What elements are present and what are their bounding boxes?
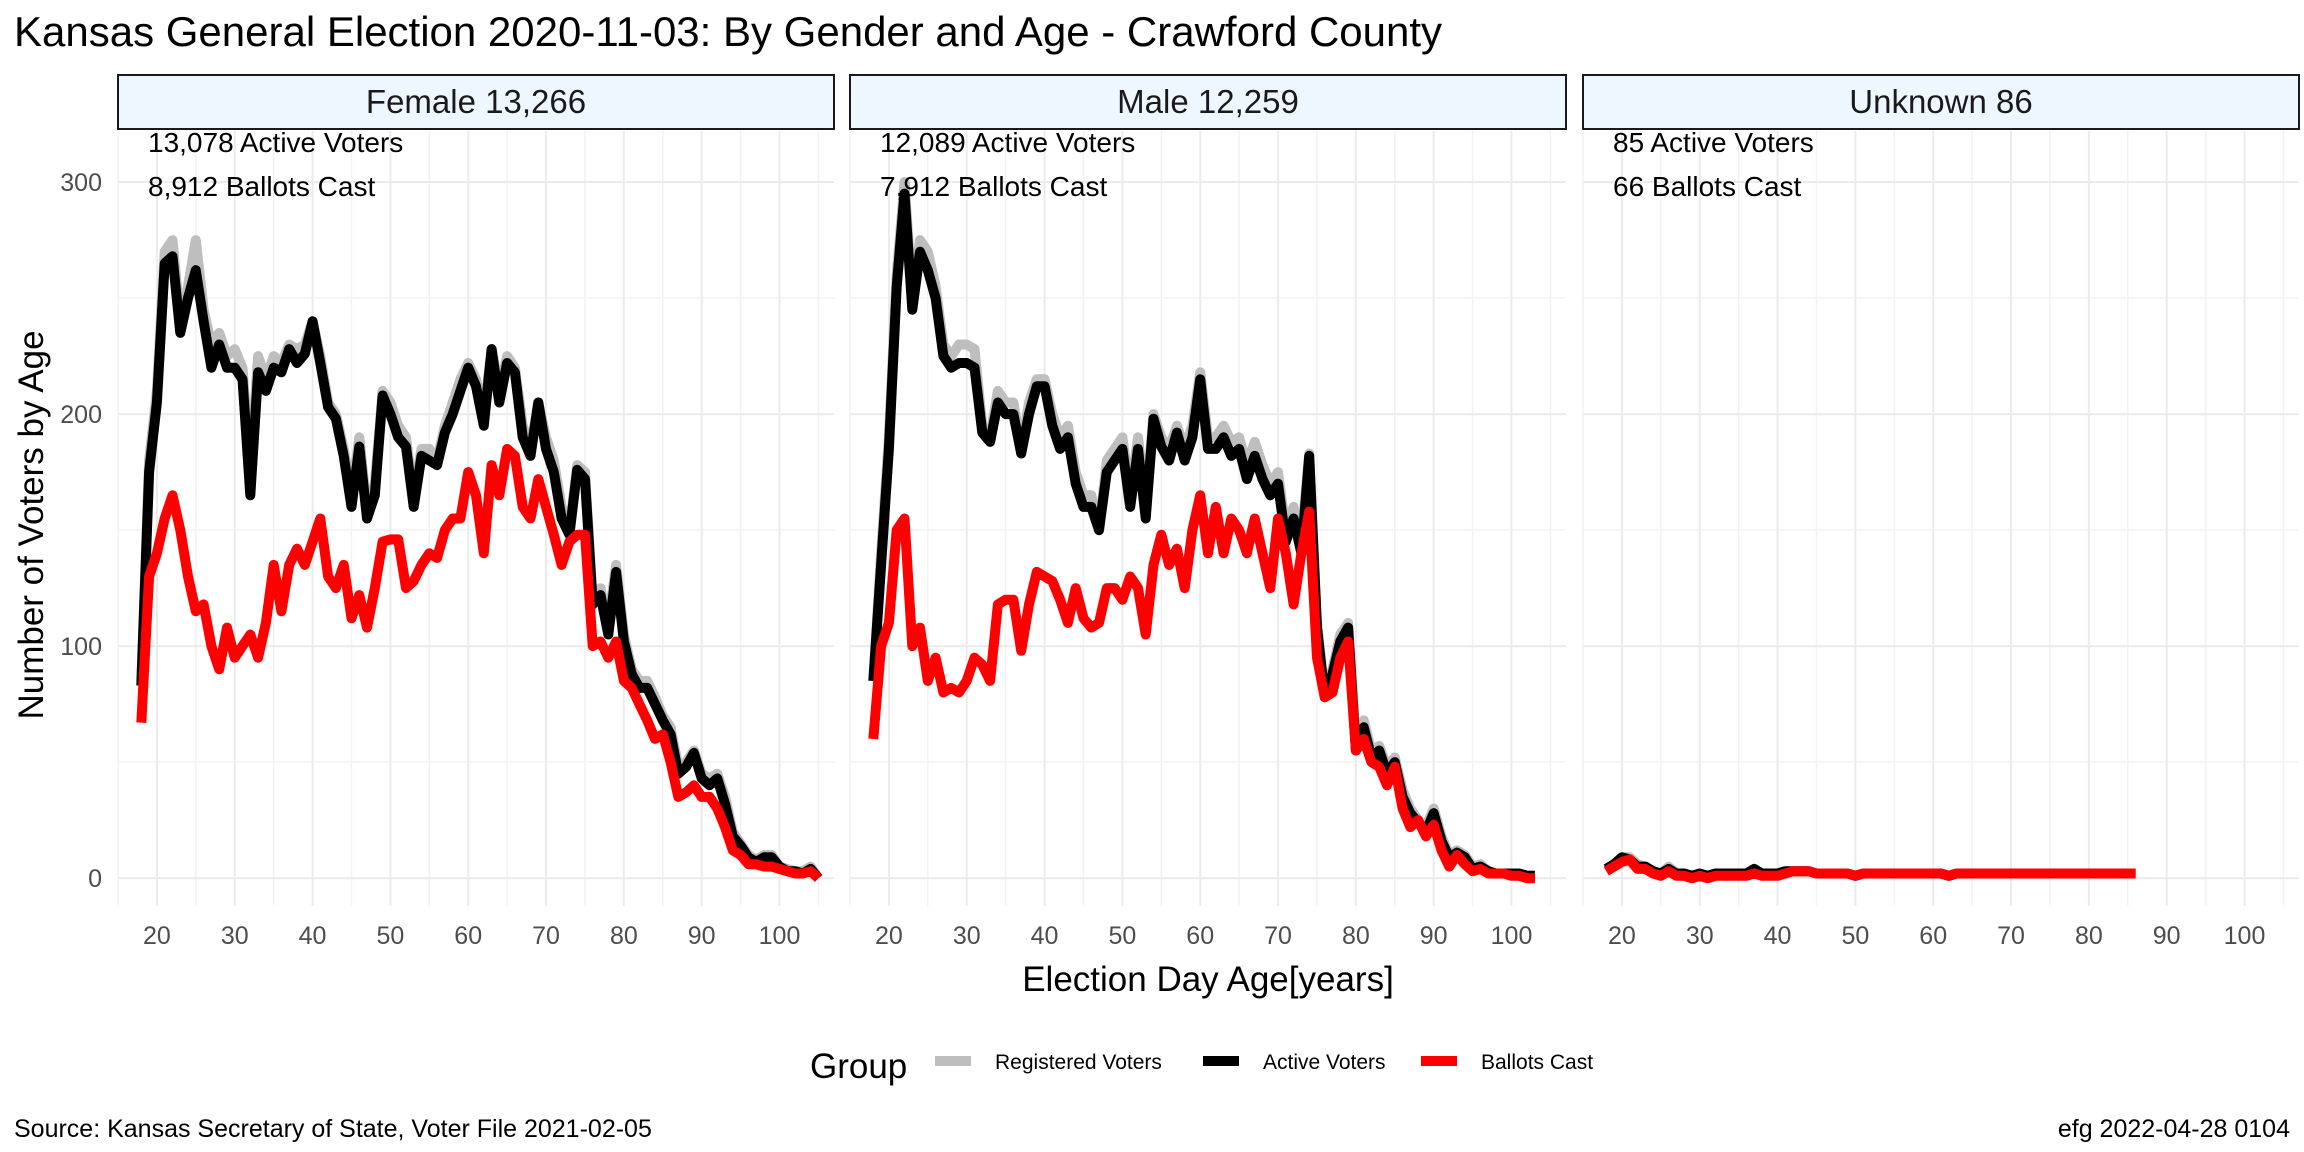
- panel-annotation: 66 Ballots Cast: [1613, 171, 1802, 202]
- x-tick-label: 100: [2224, 922, 2266, 950]
- legend-label: Registered Voters: [995, 1051, 1162, 1074]
- legend-entry: Active Voters: [1203, 1051, 1386, 1074]
- facet-panels: Female 13,266 13,078 Active Voters 8,912 B…: [60, 74, 2300, 950]
- x-axis-title: Election Day Age[years]: [1022, 960, 1394, 999]
- source-caption: Source: Kansas Secretary of State, Voter…: [14, 1115, 652, 1143]
- x-tick-label: 60: [1186, 922, 1214, 950]
- x-tick-label: 90: [688, 922, 716, 950]
- x-tick-label: 70: [1997, 922, 2025, 950]
- x-tick-label: 30: [953, 922, 981, 950]
- x-tick-label: 40: [1764, 922, 1792, 950]
- legend: Group Registered Voters Active Voters Ball…: [810, 1047, 1593, 1086]
- x-tick-label: 90: [1420, 922, 1448, 950]
- x-tick-label: 20: [1608, 922, 1636, 950]
- legend-label: Active Voters: [1263, 1051, 1386, 1074]
- y-axis-title: Number of Voters by Age: [12, 330, 51, 719]
- x-tick-label: 80: [1342, 922, 1370, 950]
- x-tick-label: 40: [299, 922, 327, 950]
- x-tick-label: 50: [376, 922, 404, 950]
- facet-strip-label: Unknown 86: [1849, 83, 2032, 120]
- series-line: [1603, 854, 2136, 884]
- facet-strip-label: Male 12,259: [1117, 83, 1299, 120]
- x-tick-label: 80: [2075, 922, 2103, 950]
- facet-panel: Female 13,266 13,078 Active Voters 8,912 B…: [60, 74, 835, 950]
- series-line: [136, 251, 823, 882]
- facet-panel: Male 12,259 12,089 Active Voters 7,912 Bal…: [849, 74, 1567, 950]
- x-tick-label: 70: [1264, 922, 1292, 950]
- y-tick-label: 100: [60, 633, 102, 661]
- x-tick-label: 100: [759, 922, 801, 950]
- x-tick-label: 60: [454, 922, 482, 950]
- panel-annotation: 8,912 Ballots Cast: [148, 171, 375, 202]
- legend-entry: Ballots Cast: [1421, 1051, 1593, 1074]
- facet-strip: [117, 74, 835, 130]
- series-line: [868, 490, 1535, 884]
- panel-annotation: 7,912 Ballots Cast: [880, 171, 1107, 202]
- facet-strip: [849, 74, 1567, 130]
- x-tick-label: 90: [2153, 922, 2181, 950]
- credit-caption: efg 2022-04-28 0104: [2058, 1115, 2290, 1143]
- legend-label: Ballots Cast: [1481, 1051, 1593, 1074]
- x-tick-label: 50: [1108, 922, 1136, 950]
- panel-annotation: 12,089 Active Voters: [880, 127, 1135, 158]
- series-line: [136, 443, 822, 882]
- facet-strip: [1582, 74, 2300, 130]
- x-tick-label: 20: [875, 922, 903, 950]
- y-tick-label: 0: [88, 865, 102, 893]
- x-tick-label: 70: [532, 922, 560, 950]
- x-tick-label: 30: [1686, 922, 1714, 950]
- x-tick-label: 80: [610, 922, 638, 950]
- panel-annotation: 85 Active Voters: [1613, 127, 1814, 158]
- x-tick-label: 20: [143, 922, 171, 950]
- y-tick-label: 200: [60, 401, 102, 429]
- x-tick-label: 30: [221, 922, 249, 950]
- legend-title: Group: [810, 1047, 907, 1086]
- facet-panel: Unknown 86 85 Active Voters 66 Ballots Cas…: [1582, 74, 2300, 950]
- legend-entry: Registered Voters: [935, 1051, 1162, 1074]
- facet-strip-label: Female 13,266: [366, 83, 586, 120]
- y-tick-label: 300: [60, 169, 102, 197]
- x-tick-label: 100: [1491, 922, 1533, 950]
- x-tick-label: 60: [1919, 922, 1947, 950]
- panel-annotation: 13,078 Active Voters: [148, 127, 403, 158]
- x-tick-label: 50: [1841, 922, 1869, 950]
- chart-title: Kansas General Election 2020-11-03: By G…: [14, 8, 1442, 55]
- x-tick-label: 40: [1031, 922, 1059, 950]
